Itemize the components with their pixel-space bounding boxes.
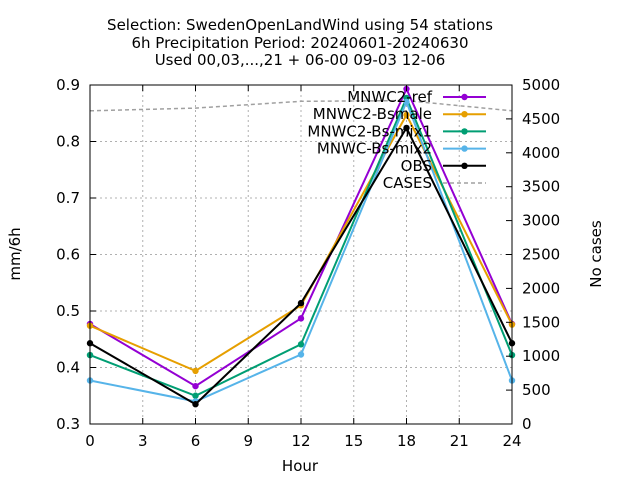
series-line-cases <box>89 99 513 112</box>
y2-tick-label: 500 <box>522 381 551 399</box>
x-tick-label: 15 <box>344 432 363 450</box>
y-axis-label: mm/6h <box>6 227 24 280</box>
axis-ticks: 0 3 6 9 12 15 18 21 24 0.3 0.4 0.5 0.6 0.7 0.8 0.9 0 500 1… <box>56 76 560 450</box>
legend-marker-mnwc-bs-mix2 <box>461 145 468 152</box>
legend-marker-mnwc2-bsmale <box>461 111 468 118</box>
y2-axis-label: No cases <box>587 220 605 288</box>
x-tick-label: 3 <box>138 432 148 450</box>
x-tick-label: 24 <box>502 432 521 450</box>
legend-marker-mnwc2-ref <box>461 93 468 101</box>
data-point-mnwc-bs-mix2 <box>297 351 305 358</box>
legend-label-obs: OBS <box>401 157 432 175</box>
y2-tick-label: 0 <box>522 415 532 433</box>
y-tick-label: 0.8 <box>56 133 80 151</box>
data-point-mnwc-bs-mix2 <box>403 98 410 106</box>
data-point-obs <box>403 124 410 132</box>
legend-marker-obs <box>461 162 468 169</box>
y-tick-label: 0.5 <box>56 302 80 320</box>
y2-tick-label: 4500 <box>522 110 560 128</box>
grid <box>90 85 512 424</box>
x-tick-label: 12 <box>291 432 310 450</box>
chart-title-line-3: Used 00,03,...,21 + 06-00 09-03 12-06 <box>155 51 446 69</box>
data-point-mnwc2-ref <box>192 382 199 390</box>
y2-tick-label: 3500 <box>522 178 560 196</box>
chart-title-line-1: Selection: SwedenOpenLandWind using 54 s… <box>107 16 493 34</box>
x-tick-label: 6 <box>191 432 201 450</box>
legend: MNWC2-refMNWC2-BsmaleMNWC2-Bs-mix1MNWC-B… <box>307 88 486 192</box>
y2-tick-label: 1000 <box>522 347 560 365</box>
series-lines <box>86 85 516 408</box>
data-point-mnwc2-ref <box>297 315 305 322</box>
legend-label-cases: CASES <box>383 174 432 192</box>
y2-tick-label: 2000 <box>522 279 560 297</box>
cases-series <box>89 99 513 112</box>
x-axis-label: Hour <box>282 457 319 475</box>
y2-tick-label: 5000 <box>522 76 560 94</box>
data-point-obs <box>192 401 199 408</box>
x-tick-label: 21 <box>450 432 469 450</box>
legend-label-mnwc-bs-mix2: MNWC-Bs-mix2 <box>317 140 432 158</box>
x-tick-label: 18 <box>397 432 416 450</box>
chart-title-line-2: 6h Precipitation Period: 20240601-202406… <box>131 34 468 52</box>
y-tick-label: 0.3 <box>56 415 80 433</box>
series-line-mnwc2-bsmale <box>89 112 513 373</box>
data-point-obs <box>297 299 305 307</box>
y2-tick-label: 2500 <box>522 246 560 264</box>
y2-tick-label: 3000 <box>522 212 560 230</box>
x-tick-label: 9 <box>243 432 253 450</box>
data-point-mnwc2-bsmale <box>192 367 199 375</box>
legend-label-mnwc2-bs-mix1: MNWC2-Bs-mix1 <box>307 122 432 140</box>
data-point-mnwc2-bsmale <box>403 111 410 119</box>
y-tick-label: 0.7 <box>56 189 80 207</box>
y-tick-label: 0.6 <box>56 246 80 264</box>
x-tick-label: 0 <box>85 432 95 450</box>
y2-tick-label: 4000 <box>522 144 560 162</box>
legend-label-mnwc2-bsmale: MNWC2-Bsmale <box>313 105 432 123</box>
legend-marker-mnwc2-bs-mix1 <box>461 128 468 135</box>
legend-label-mnwc2-ref: MNWC2-ref <box>347 88 432 106</box>
y2-tick-label: 1500 <box>522 313 560 331</box>
data-point-mnwc2-bs-mix1 <box>297 341 305 348</box>
data-point-mnwc2-bs-mix1 <box>192 392 199 399</box>
y-tick-label: 0.4 <box>56 359 80 377</box>
y-tick-label: 0.9 <box>56 76 80 94</box>
